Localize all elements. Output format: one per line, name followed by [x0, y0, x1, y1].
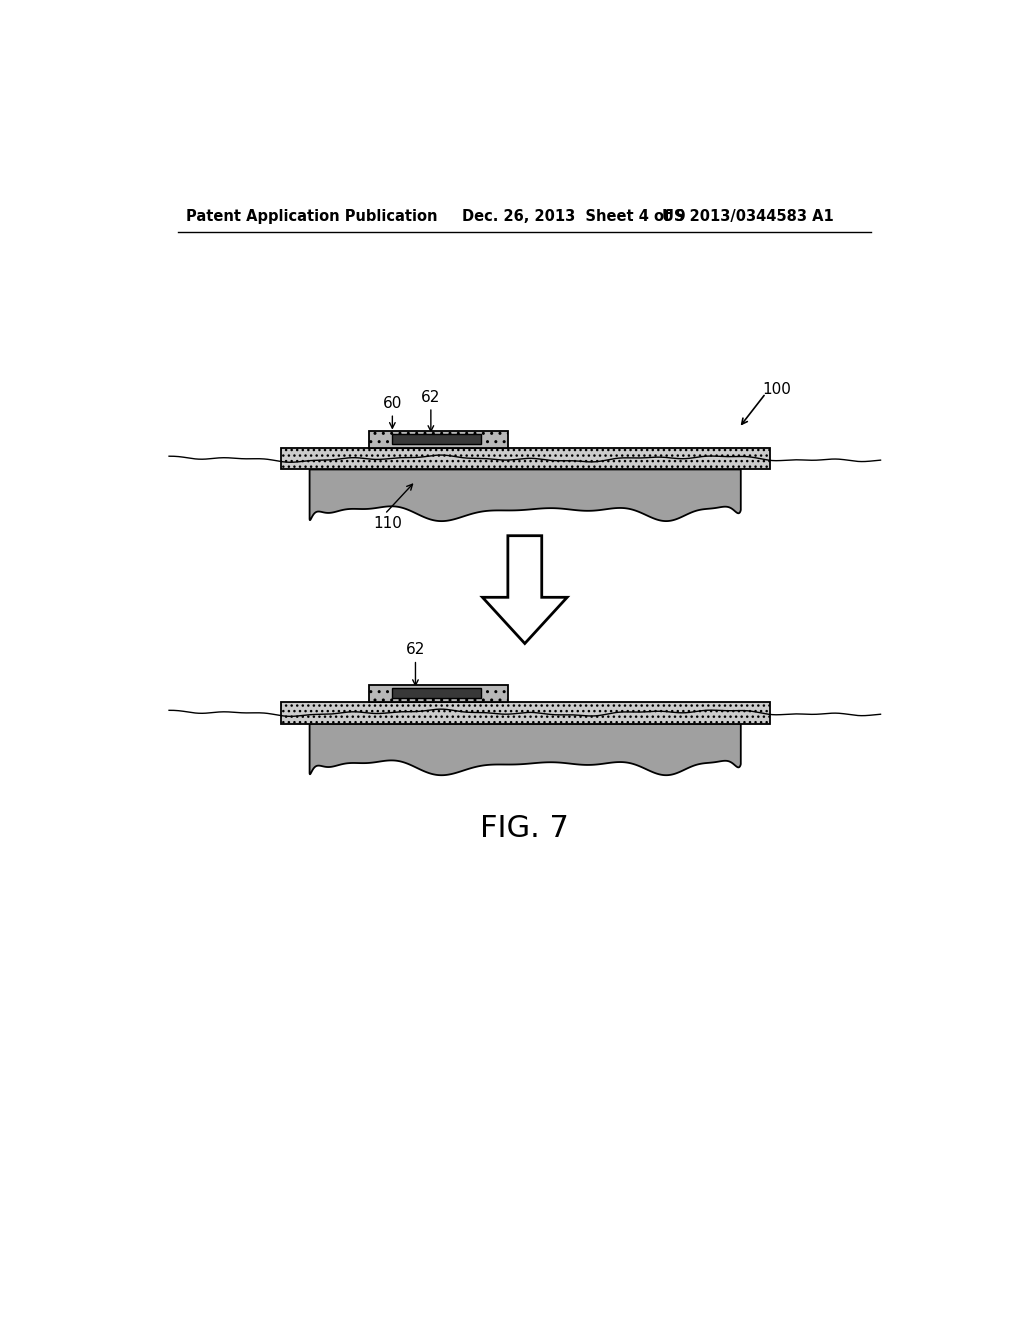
Bar — [392, 688, 481, 698]
Text: 100: 100 — [762, 381, 791, 397]
Text: 60: 60 — [383, 396, 402, 411]
Polygon shape — [309, 723, 740, 775]
Text: 62: 62 — [406, 643, 425, 657]
Bar — [392, 434, 481, 444]
Text: Dec. 26, 2013  Sheet 4 of 9: Dec. 26, 2013 Sheet 4 of 9 — [462, 209, 685, 223]
Bar — [370, 685, 508, 702]
Polygon shape — [309, 470, 740, 521]
Polygon shape — [482, 536, 567, 644]
Bar — [281, 702, 770, 723]
Text: Patent Application Publication: Patent Application Publication — [186, 209, 437, 223]
Bar — [370, 430, 508, 447]
Text: 70: 70 — [306, 455, 326, 470]
Text: FIG. 7: FIG. 7 — [480, 814, 569, 842]
Text: 62: 62 — [421, 389, 440, 405]
Text: 110: 110 — [373, 516, 402, 532]
Bar — [281, 447, 770, 470]
Text: US 2013/0344583 A1: US 2013/0344583 A1 — [662, 209, 834, 223]
